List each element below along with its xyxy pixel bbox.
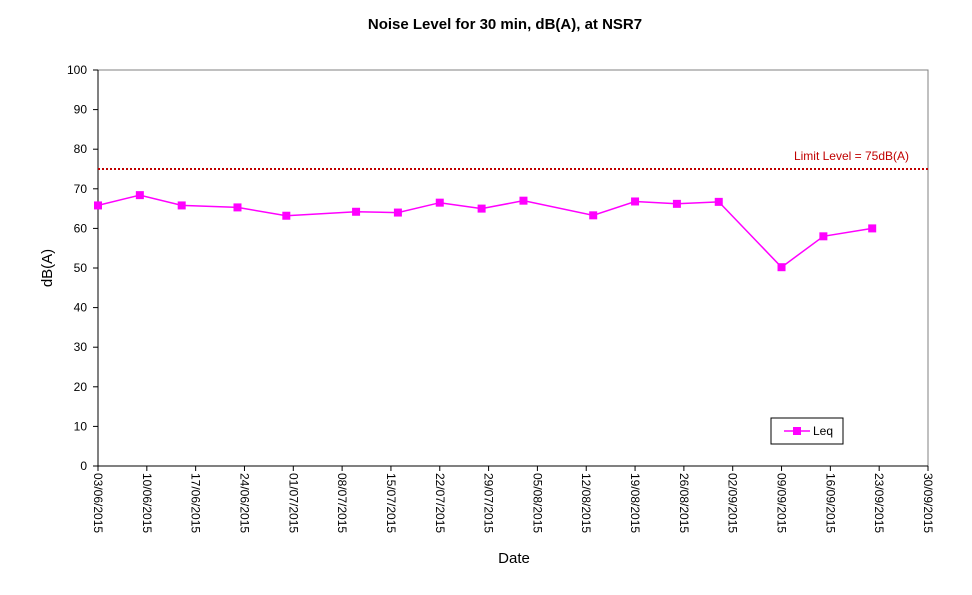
y-axis-title: dB(A) xyxy=(39,249,56,287)
x-tick-label: 02/09/2015 xyxy=(726,473,740,533)
x-tick-label: 01/07/2015 xyxy=(286,473,300,533)
x-tick-label: 16/09/2015 xyxy=(823,473,837,533)
y-tick-label: 80 xyxy=(74,142,88,156)
data-point xyxy=(631,197,640,206)
x-axis: 03/06/2015 10/06/2015 17/06/2015 24/06/2015… xyxy=(91,465,935,533)
y-tick-label: 90 xyxy=(74,103,88,117)
data-point xyxy=(177,201,186,210)
data-point xyxy=(135,191,144,200)
y-tick-label: 0 xyxy=(80,459,87,473)
legend-marker-sample xyxy=(793,427,801,435)
y-tick-label: 30 xyxy=(74,340,88,354)
x-tick-label: 09/09/2015 xyxy=(775,473,789,533)
data-point xyxy=(868,224,877,233)
x-tick-label: 26/08/2015 xyxy=(677,473,691,533)
x-tick-label: 12/08/2015 xyxy=(579,473,593,533)
x-tick-label: 24/06/2015 xyxy=(237,473,251,533)
data-point xyxy=(94,201,102,210)
x-tick-label: 10/06/2015 xyxy=(140,473,154,533)
x-tick-label: 19/08/2015 xyxy=(628,473,642,533)
y-tick-label: 20 xyxy=(74,380,88,394)
x-axis-title: Date xyxy=(498,550,530,567)
y-tick-label: 100 xyxy=(67,63,87,77)
y-axis: 0 10 20 30 40 50 60 70 80 90 100 xyxy=(67,63,99,473)
x-tick-label: 23/09/2015 xyxy=(872,473,886,533)
legend: Leq xyxy=(770,417,844,445)
x-tick-label: 22/07/2015 xyxy=(433,473,447,533)
limit-label: Limit Level = 75dB(A) xyxy=(794,149,909,163)
legend-label: Leq xyxy=(813,424,833,438)
x-tick-label: 30/09/2015 xyxy=(921,473,935,533)
x-tick-label: 29/07/2015 xyxy=(482,473,496,533)
y-tick-label: 50 xyxy=(74,261,88,275)
data-point xyxy=(233,203,242,212)
limit-line-group: Limit Level = 75dB(A) xyxy=(98,149,928,170)
data-point xyxy=(393,208,402,217)
data-point xyxy=(477,204,486,213)
data-point xyxy=(352,207,361,216)
x-tick-label: 05/08/2015 xyxy=(530,473,544,533)
chart-title: Noise Level for 30 min, dB(A), at NSR7 xyxy=(368,16,642,33)
data-point xyxy=(819,232,828,241)
plot-area xyxy=(97,69,929,467)
y-tick-label: 70 xyxy=(74,182,88,196)
data-point xyxy=(672,199,681,208)
series-group xyxy=(94,191,877,272)
data-point xyxy=(519,196,528,205)
plot-border xyxy=(97,69,929,467)
x-tick-label: 08/07/2015 xyxy=(335,473,349,533)
x-tick-label: 15/07/2015 xyxy=(384,473,398,533)
data-point xyxy=(282,211,291,220)
data-point xyxy=(714,197,723,206)
x-tick-label: 03/06/2015 xyxy=(91,473,105,533)
data-point xyxy=(777,263,786,272)
x-tick-label: 17/06/2015 xyxy=(189,473,203,533)
data-point xyxy=(435,198,444,207)
data-point xyxy=(589,211,598,220)
y-tick-label: 60 xyxy=(74,221,88,235)
y-tick-label: 40 xyxy=(74,301,88,315)
y-tick-label: 10 xyxy=(74,419,88,433)
